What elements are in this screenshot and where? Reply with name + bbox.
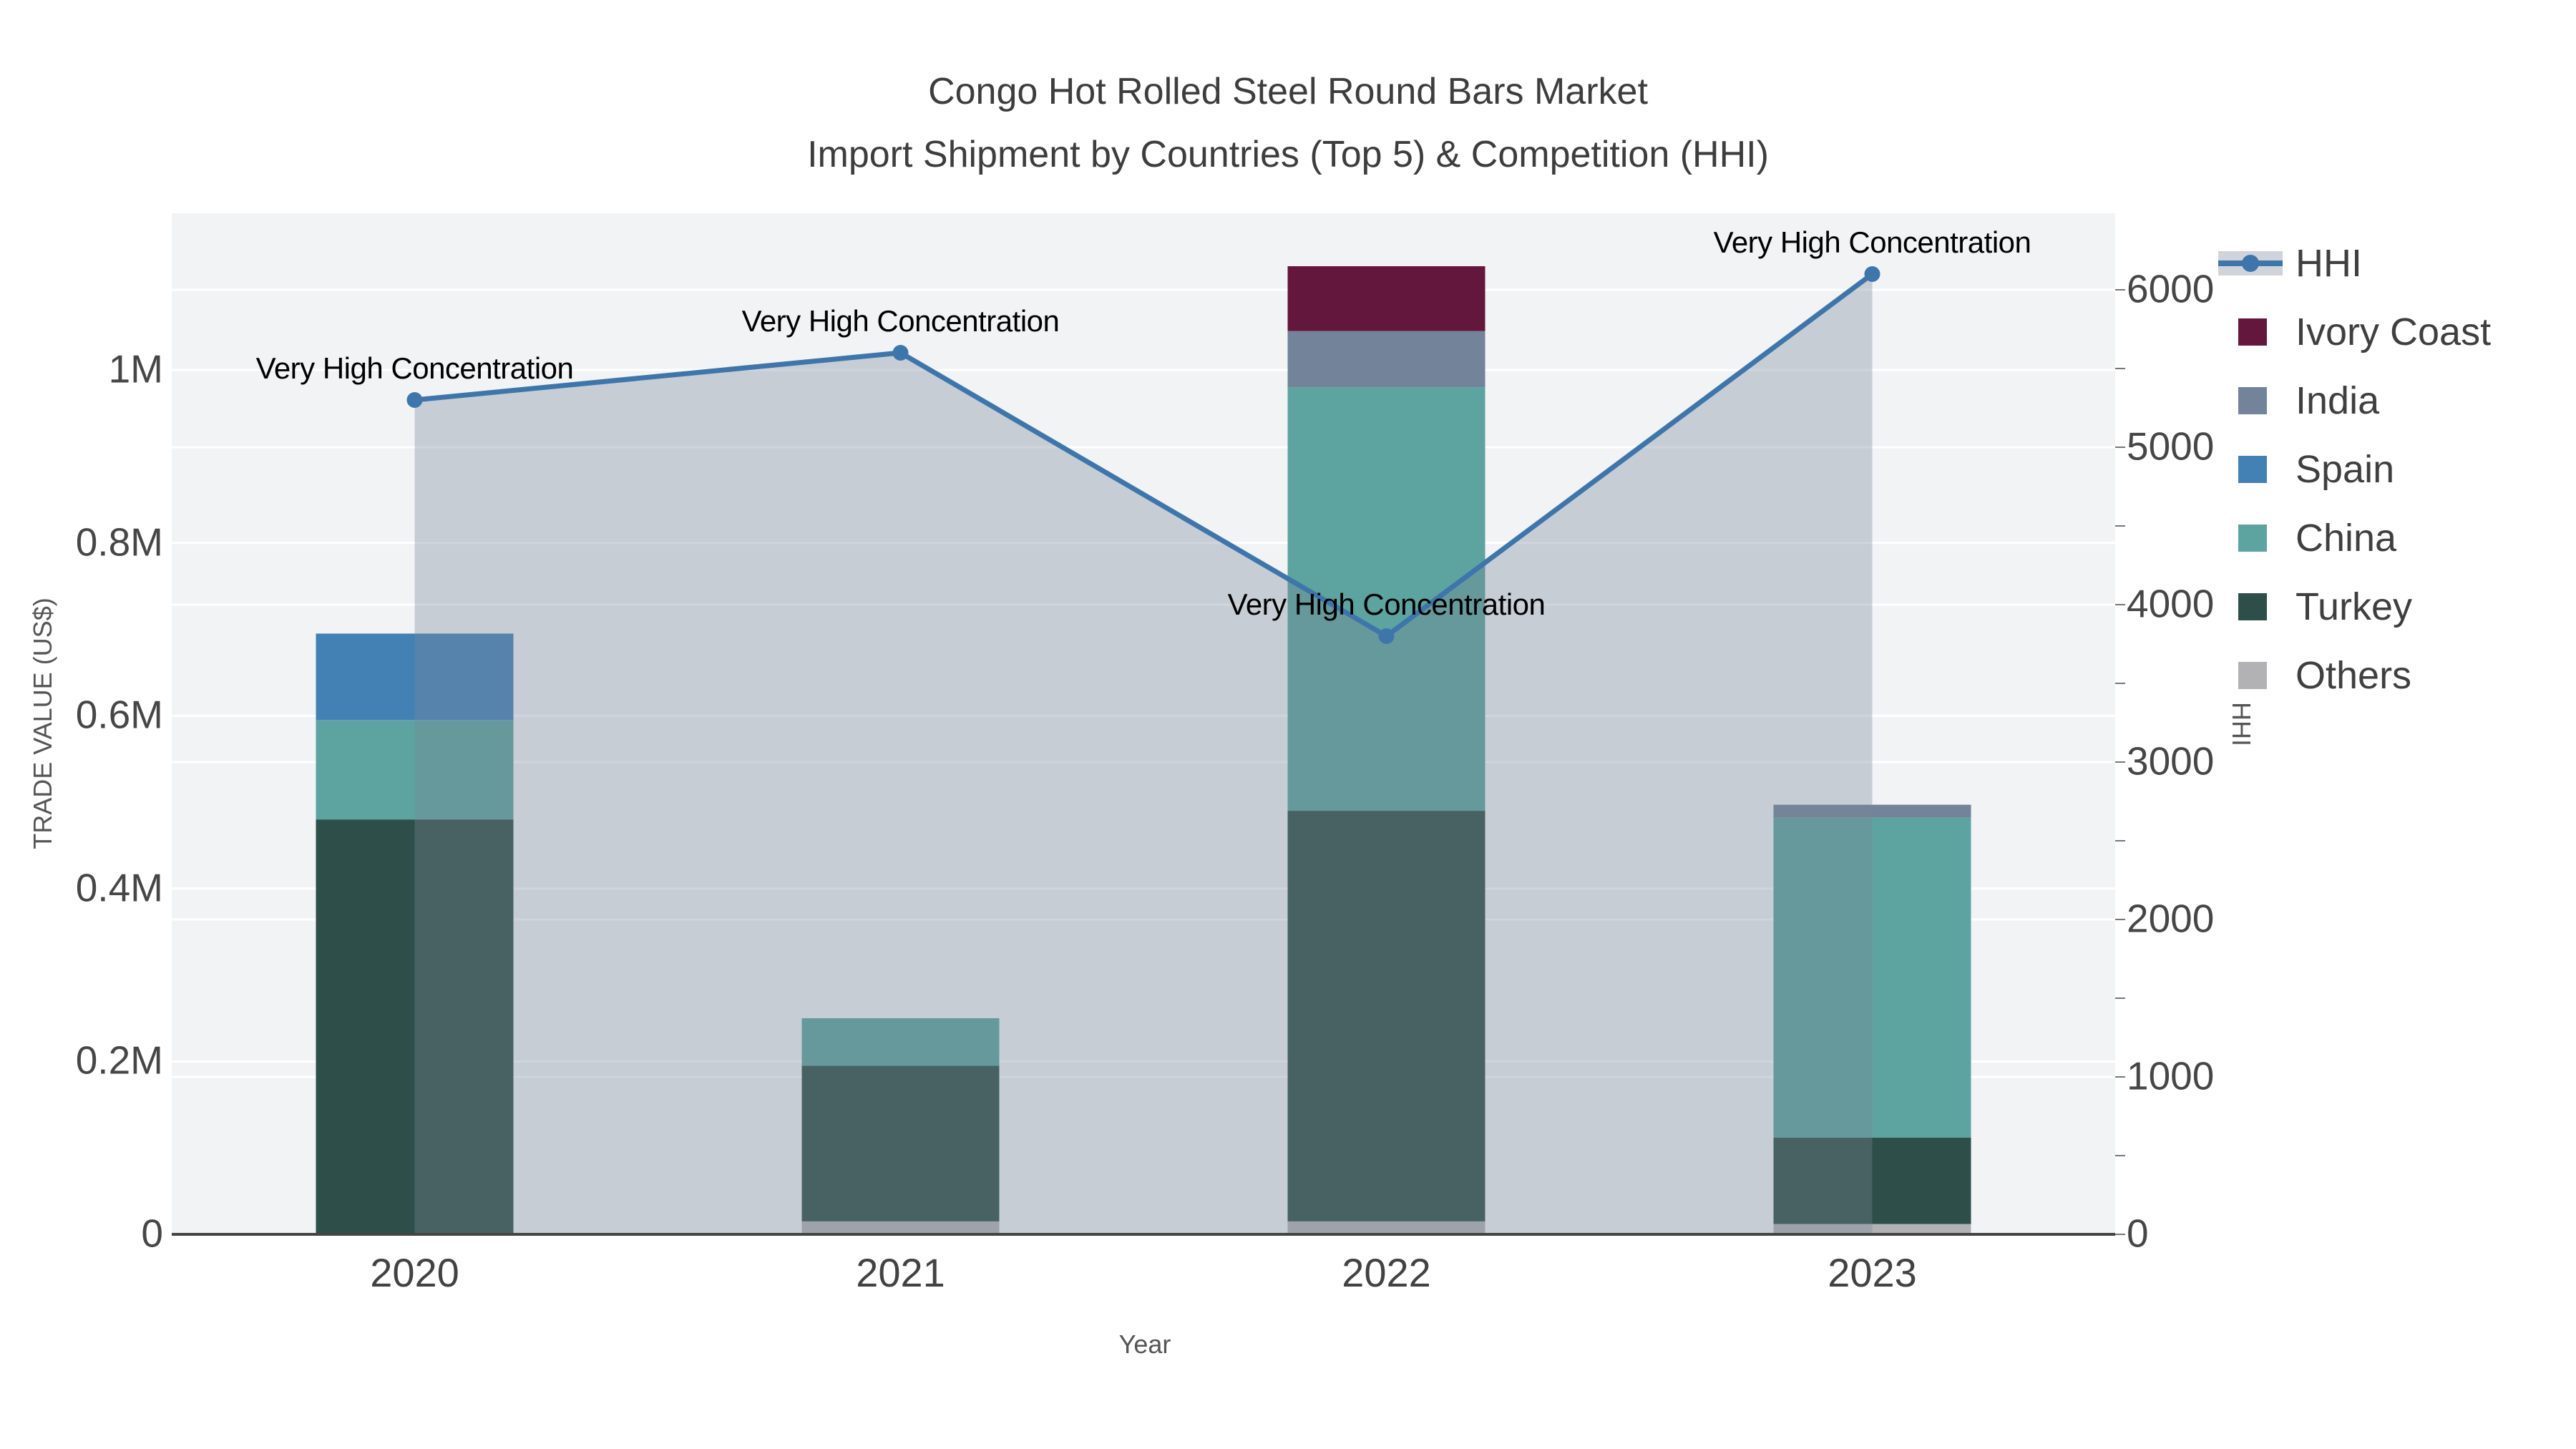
legend-swatch bbox=[2238, 318, 2267, 346]
legend-swatch bbox=[2238, 387, 2267, 414]
y-right-tick: 0 bbox=[2127, 1211, 2149, 1256]
legend-label: Spain bbox=[2296, 448, 2395, 491]
hhi-annotation: Very High Concentration bbox=[255, 351, 574, 385]
bar-segment-others bbox=[1287, 1221, 1485, 1234]
y-right-tick: 5000 bbox=[2127, 424, 2215, 469]
y-left-tick: 1M bbox=[108, 346, 163, 391]
legend-item-ivory-coast[interactable]: Ivory Coast bbox=[2218, 298, 2491, 366]
legend-label: Ivory Coast bbox=[2296, 311, 2492, 353]
legend-label: China bbox=[2296, 517, 2397, 560]
legend-item-spain[interactable]: Spain bbox=[2218, 435, 2491, 504]
hhi-marker bbox=[892, 345, 909, 361]
x-tick: 2022 bbox=[1342, 1250, 1431, 1295]
bar-segment-spain bbox=[316, 633, 514, 721]
legend-item-others[interactable]: Others bbox=[2218, 641, 2491, 710]
hhi-annotation: Very High Concentration bbox=[741, 304, 1060, 338]
y-left-tick: 0.6M bbox=[75, 692, 163, 737]
y-left-tick: 0 bbox=[141, 1211, 163, 1256]
bar-segment-india bbox=[1287, 331, 1485, 388]
y-right-tick: 3000 bbox=[2127, 738, 2215, 784]
chart-title: Congo Hot Rolled Steel Round Bars Market… bbox=[0, 60, 2576, 186]
bar-segment-china bbox=[1773, 817, 1971, 1138]
bar-segment-china bbox=[316, 720, 514, 820]
legend: HHI Ivory Coast India Spain China Turkey… bbox=[2218, 229, 2491, 710]
hhi-marker bbox=[1864, 266, 1880, 282]
legend-item-china[interactable]: China bbox=[2218, 504, 2491, 572]
hhi-line bbox=[414, 272, 1874, 639]
bar-segment-india bbox=[1773, 804, 1971, 818]
chart-title-line1: Congo Hot Rolled Steel Round Bars Market bbox=[928, 71, 1648, 112]
bar-segment-turkey bbox=[1287, 811, 1485, 1221]
bar-segment-others bbox=[801, 1221, 1000, 1234]
legend-item-india[interactable]: India bbox=[2218, 366, 2491, 435]
legend-item-turkey[interactable]: Turkey bbox=[2218, 572, 2491, 641]
y-left-axis-title: TRADE VALUE (US$) bbox=[28, 597, 57, 849]
legend-label: HHI bbox=[2296, 242, 2362, 285]
legend-label: Others bbox=[2296, 654, 2412, 697]
legend-swatch bbox=[2238, 662, 2267, 689]
legend-swatch bbox=[2238, 525, 2267, 552]
hhi-legend-swatch-wrap bbox=[2218, 248, 2296, 278]
bar-segment-ivory-coast bbox=[1287, 266, 1485, 331]
y-right-tick: 2000 bbox=[2127, 896, 2215, 941]
bar-segment-turkey bbox=[316, 819, 514, 1234]
hhi-area-fill bbox=[414, 274, 1873, 1234]
y-left-tick: 0.2M bbox=[75, 1038, 163, 1083]
chart-title-line2: Import Shipment by Countries (Top 5) & C… bbox=[807, 134, 1769, 175]
hhi-marker bbox=[1378, 628, 1395, 644]
y-right-axis-title: HHI bbox=[2227, 702, 2256, 746]
hhi-marker bbox=[406, 392, 423, 408]
bar-segment-turkey bbox=[1773, 1137, 1971, 1224]
legend-label: Turkey bbox=[2296, 585, 2413, 628]
bar-segment-china bbox=[801, 1018, 1000, 1066]
hhi-annotation: Very High Concentration bbox=[1713, 225, 2031, 259]
bar-segment-turkey bbox=[801, 1065, 1000, 1221]
y-left-tick: 0.8M bbox=[75, 519, 163, 565]
hhi-line-area-icon bbox=[2218, 248, 2283, 278]
x-tick: 2020 bbox=[370, 1250, 459, 1295]
hhi-marker-dot-icon bbox=[2242, 255, 2259, 272]
y-left-tick: 0.4M bbox=[75, 865, 163, 910]
legend-swatch bbox=[2238, 456, 2267, 483]
x-axis-title: Year bbox=[1118, 1330, 1171, 1359]
y-right-tick: 6000 bbox=[2127, 266, 2215, 311]
y-right-tick: 1000 bbox=[2127, 1053, 2215, 1098]
legend-swatch bbox=[2238, 593, 2267, 620]
x-tick: 2021 bbox=[856, 1250, 945, 1295]
legend-label: India bbox=[2296, 379, 2380, 422]
bar-segment-others bbox=[1773, 1224, 1971, 1234]
hhi-annotation: Very High Concentration bbox=[1227, 587, 1546, 621]
x-tick: 2023 bbox=[1828, 1250, 1917, 1295]
y-right-tick: 4000 bbox=[2127, 581, 2215, 626]
legend-item-hhi[interactable]: HHI bbox=[2218, 229, 2491, 298]
